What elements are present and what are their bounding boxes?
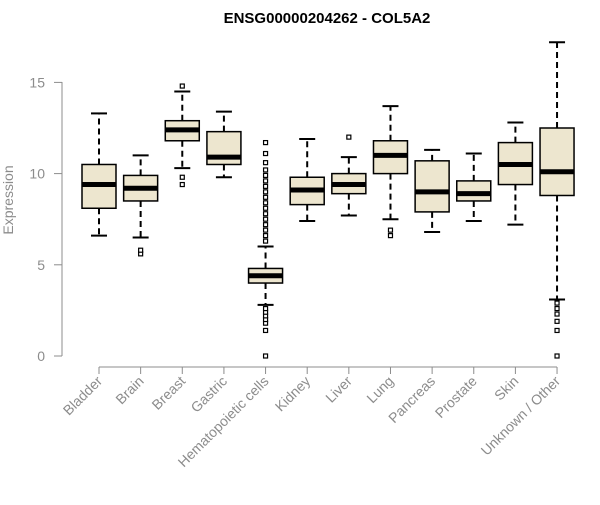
outlier-point	[387, 227, 394, 233]
box-series	[81, 41, 575, 359]
y-axis-label: Expression	[0, 165, 16, 234]
y-tick-label: 10	[29, 166, 45, 182]
outlier-point	[138, 247, 144, 253]
y-tick-label: 5	[37, 257, 45, 273]
box-lung	[372, 105, 409, 239]
x-tick-label: Bladder	[60, 373, 106, 419]
outlier-point	[262, 211, 269, 217]
box-iqr	[539, 127, 575, 197]
outlier-point	[179, 174, 185, 180]
outlier-point	[262, 160, 269, 166]
x-tick-label: Kidney	[272, 373, 314, 415]
outlier-point	[554, 311, 560, 317]
box-breast	[164, 83, 201, 188]
outlier-point	[262, 205, 269, 211]
outlier-point	[262, 222, 269, 228]
outlier-point	[262, 227, 269, 233]
outlier-point	[387, 233, 394, 239]
outlier-point	[262, 167, 269, 173]
outlier-point	[262, 238, 269, 244]
x-tick-label: Breast	[148, 373, 188, 413]
chart-title: ENSG00000204262 - COL5A2	[224, 10, 431, 27]
y-tick-label: 0	[37, 348, 45, 364]
box-prostate	[456, 152, 492, 223]
outlier-point	[179, 181, 185, 188]
y-tick-label: 15	[29, 74, 45, 90]
outlier-point	[554, 353, 560, 359]
outlier-point	[262, 139, 269, 146]
outlier-point	[179, 83, 185, 89]
outlier-point	[554, 305, 560, 312]
box-liver	[331, 134, 367, 217]
box-bladder	[81, 112, 117, 237]
outlier-point	[554, 300, 560, 306]
outlier-point	[262, 150, 269, 157]
outlier-point	[554, 327, 560, 334]
outlier-point	[262, 216, 269, 222]
outlier-point	[346, 134, 352, 140]
outlier-point	[262, 183, 269, 189]
box-brain	[122, 154, 159, 257]
y-axis-ticks: 0 5 10 15	[29, 74, 62, 364]
box-skin	[497, 121, 534, 226]
x-tick-label: Prostate	[432, 373, 480, 421]
outlier-point	[262, 233, 269, 239]
box-kidney	[289, 137, 325, 223]
outlier-point	[262, 194, 269, 200]
outlier-point	[262, 353, 269, 359]
x-tick-label: Brain	[112, 373, 146, 407]
x-tick-label: Liver	[322, 373, 355, 406]
box-pancreas	[414, 148, 450, 233]
outlier-point	[262, 305, 269, 312]
box-hematopoietic-cells	[247, 139, 284, 359]
outlier-point	[262, 200, 269, 206]
box-iqr	[456, 180, 492, 202]
box-iqr	[414, 160, 450, 213]
box-gastric	[206, 110, 242, 179]
outlier-point	[262, 189, 269, 195]
box-unknown-other	[539, 41, 575, 359]
outlier-point	[262, 327, 269, 334]
x-tick-label: Unknown / Other	[478, 373, 564, 459]
outlier-point	[262, 178, 269, 184]
x-tick-label: Lung	[363, 373, 396, 406]
outlier-point	[262, 172, 269, 179]
outlier-point	[554, 318, 560, 324]
x-tick-label: Skin	[491, 373, 522, 404]
